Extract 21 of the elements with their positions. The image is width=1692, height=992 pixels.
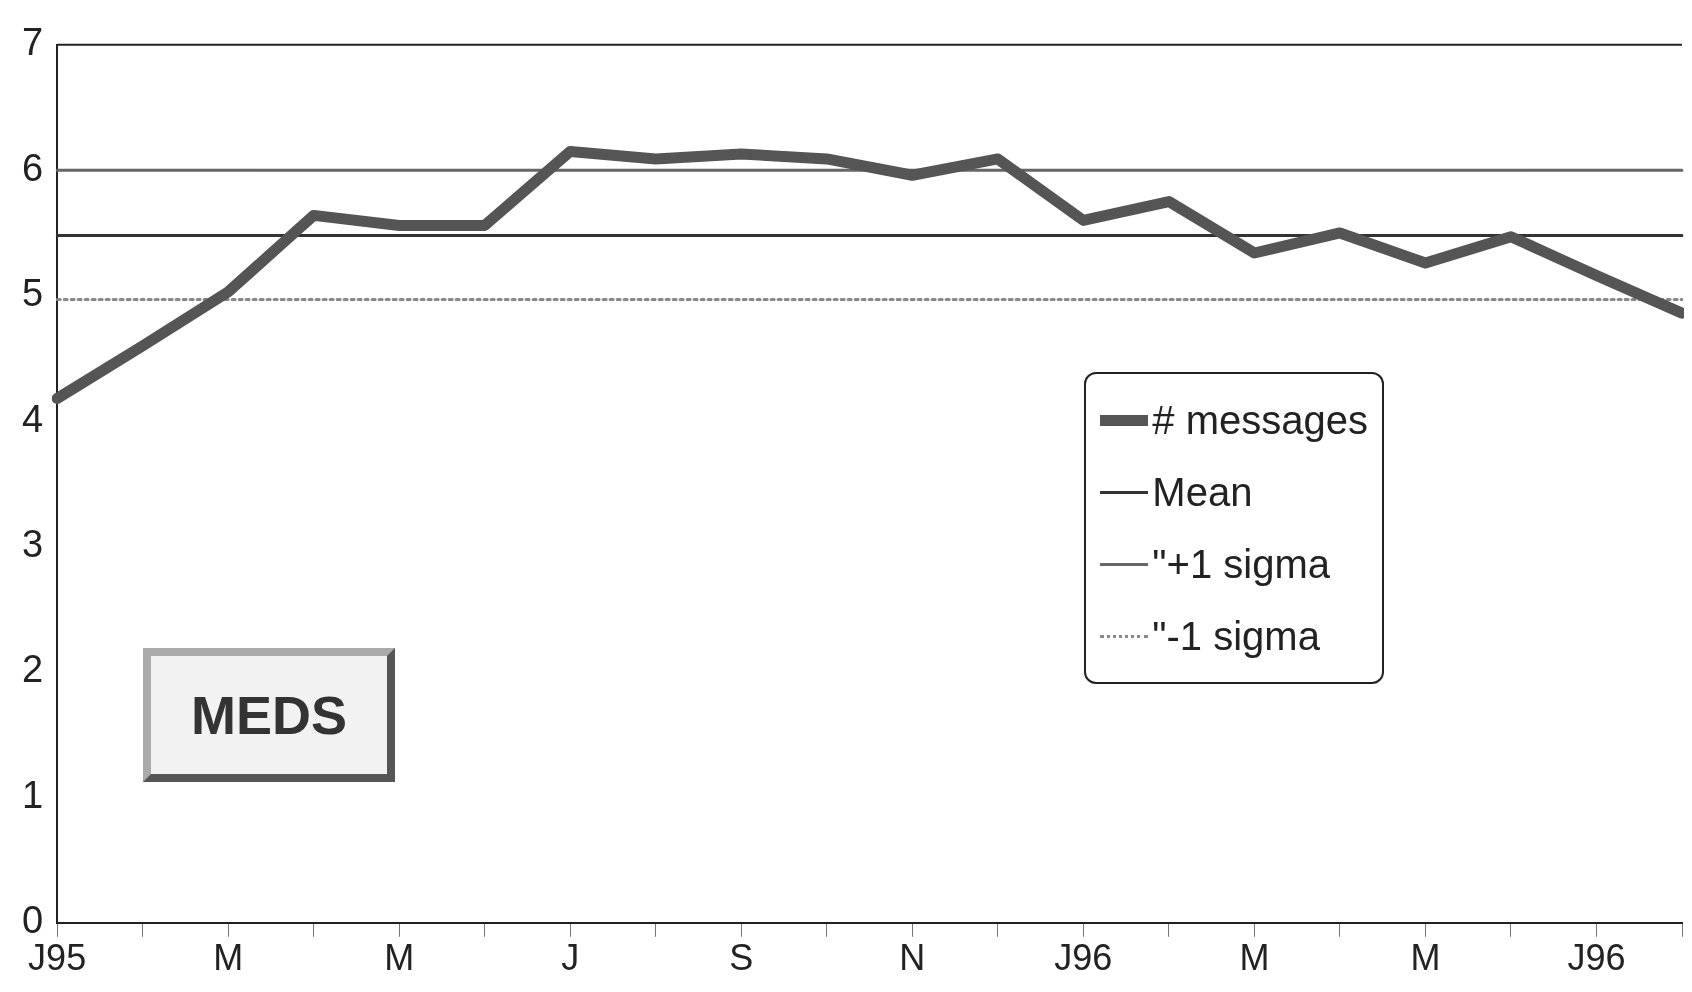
y-tick-label: 3 — [21, 523, 44, 565]
x-tick-label: M — [213, 937, 244, 979]
x-tick-label: N — [899, 937, 926, 979]
x-tick-label: S — [729, 937, 754, 979]
y-tick-label: 1 — [21, 773, 44, 816]
x-tick-label: J — [561, 937, 580, 979]
legend-label: Mean — [1152, 469, 1253, 515]
y-tick-label: 6 — [21, 146, 44, 189]
annotation: MEDS — [143, 648, 396, 782]
y-tick-label: 5 — [21, 272, 44, 315]
x-tick-label: M — [1410, 937, 1441, 979]
x-tick-label: J96 — [1567, 937, 1626, 979]
x-tick-label: M — [1239, 937, 1270, 979]
y-tick-label: 7 — [21, 21, 44, 64]
x-tick-label: J96 — [1054, 937, 1113, 979]
x-tick-label: M — [384, 937, 415, 979]
y-tick-label: 2 — [21, 648, 44, 691]
legend-label: "-1 sigma — [1152, 613, 1320, 659]
y-tick-label: 4 — [21, 397, 44, 440]
legend-label: "+1 sigma — [1152, 541, 1330, 587]
legend-label: # messages — [1152, 397, 1368, 443]
